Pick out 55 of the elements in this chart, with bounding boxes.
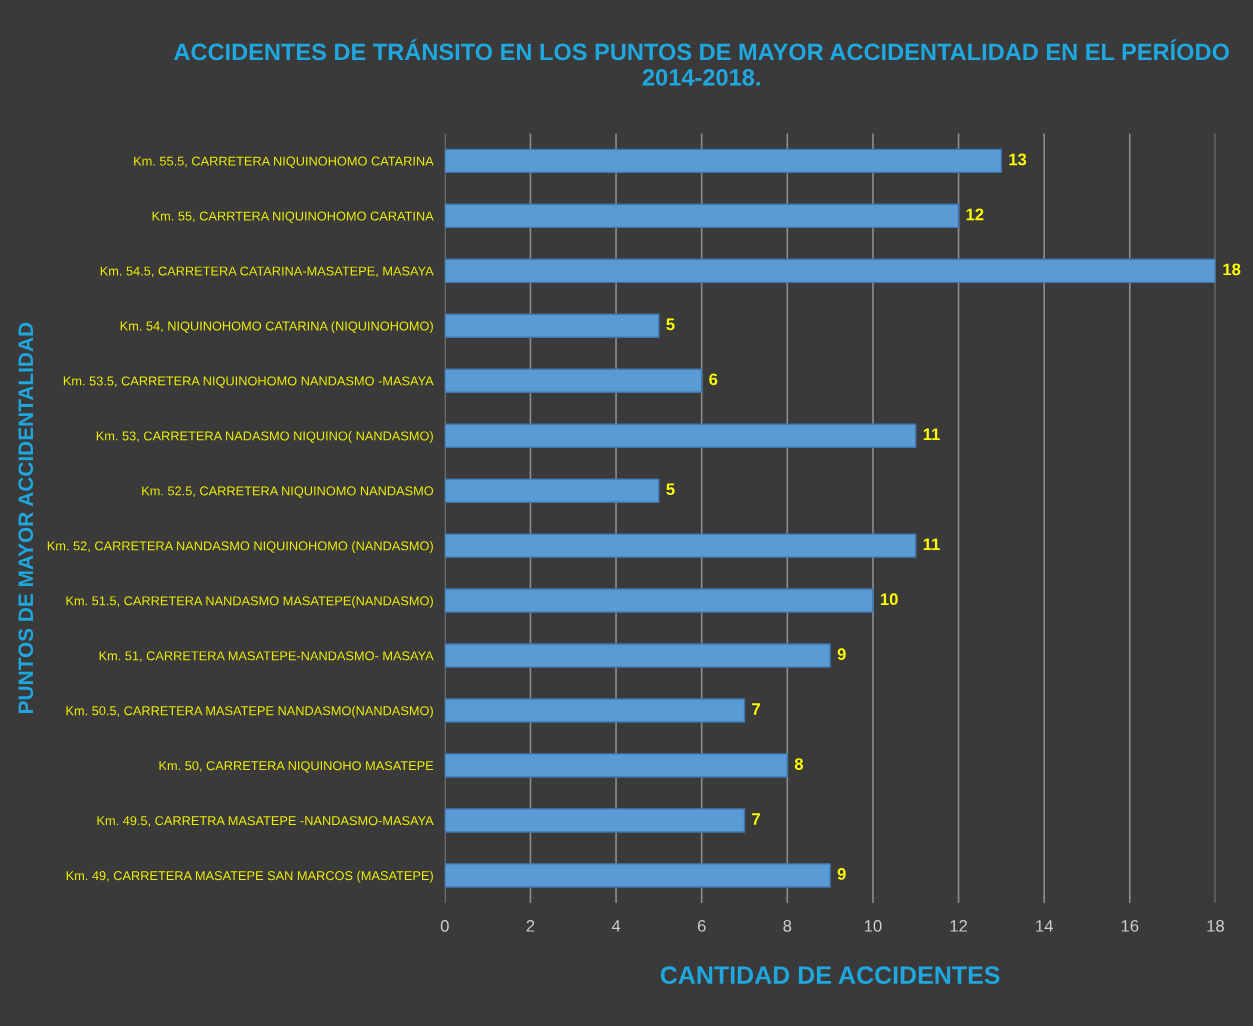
y-tick-label: Km. 52, CARRETERA NANDASMO NIQUINOHOMO (NANDASMO) [47,540,433,553]
bar [444,698,746,723]
data-label: 13 [1009,153,1027,166]
y-axis-title: PUNTOS DE MAYOR ACCIDENTALIDAD [18,322,34,713]
bar [444,753,788,778]
y-tick-label: Km. 51, CARRETERA MASATEPE-NANDASMO- MASAYA [99,651,434,662]
y-tick-label: Km. 49, CARRETERA MASATEPE SAN MARCOS (MASATEPE) [66,870,433,883]
data-label: 5 [666,318,675,331]
y-tick-label: Km. 50.5, CARRETERA MASATEPE NANDASMO(NANDASMO) [66,705,433,718]
x-tick-label: 10 [864,919,882,932]
bar [444,148,1003,174]
data-label: 18 [1223,263,1241,276]
y-tick-label: Km. 55, CARRTERA NIQUINOHOMO CARATINA [152,211,434,223]
data-label: 10 [880,593,898,606]
data-label: 9 [837,868,846,880]
x-tick-label: 18 [1207,919,1224,932]
data-label: 7 [752,813,760,825]
bar [444,863,831,888]
bar [444,588,874,613]
y-tick-label: Km. 52.5, CARRETERA NIQUINOMO NANDASMO [142,486,434,498]
y-tick-label: Km. 55.5, CARRETERA NIQUINOHOMO CATARINA [134,156,434,168]
y-tick-label: Km. 51.5, CARRETERA NANDASMO MASATEPE(NANDASMO) [66,595,433,608]
x-tick-label: 4 [611,920,621,932]
y-tick-label: Km. 54.5, CARRETERA CATARINA-MASATEPE, MASAYA [100,266,434,278]
y-tick-label: Km. 49.5, CARRETRA MASATEPE -NANDASMO-MASAYA [97,816,434,827]
bar [444,368,703,393]
x-tick-label: 14 [1036,920,1053,932]
x-tick-label: 8 [783,919,792,932]
data-label: 7 [752,703,760,715]
bar [444,203,960,229]
data-label: 12 [966,208,984,221]
bar [444,478,660,503]
data-label: 11 [923,538,940,550]
data-label: 9 [837,648,846,661]
y-tick-label: Km. 53.5, CARRETERA NIQUINOHOMO NANDASMO -MASAYA [63,376,434,388]
data-label: 5 [666,483,675,496]
x-tick-label: 2 [526,919,535,932]
bar [444,643,831,668]
data-label: 6 [709,373,718,386]
x-tick-label: 12 [950,919,967,932]
bar [444,423,917,448]
y-tick-label: Km. 50, CARRETERA NIQUINOHO MASATEPE [159,761,434,773]
bar [444,313,660,338]
x-tick-label: 6 [697,919,706,932]
x-tick-label: 16 [1121,919,1139,932]
data-label: 8 [794,758,803,770]
y-tick-label: Km. 53, CARRETERA NADASMO NIQUINO( NANDASMO) [96,431,433,443]
y-tick-label: Km. 54, NIQUINOHOMO CATARINA (NIQUINOHOMO) [120,321,433,334]
chart-title: ACCIDENTES DE TRÁNSITO EN LOS PUNTOS DE MAYOR ACCIDENTALIDAD EN EL PERÍODO 2014-2018. [174,39,1229,86]
x-axis-title: CANTIDAD DE ACCIDENTES [660,966,1000,984]
bar [444,808,746,833]
bar [444,258,1216,284]
data-label: 11 [923,428,940,440]
bar [444,533,917,558]
x-tick-label: 0 [440,919,449,932]
